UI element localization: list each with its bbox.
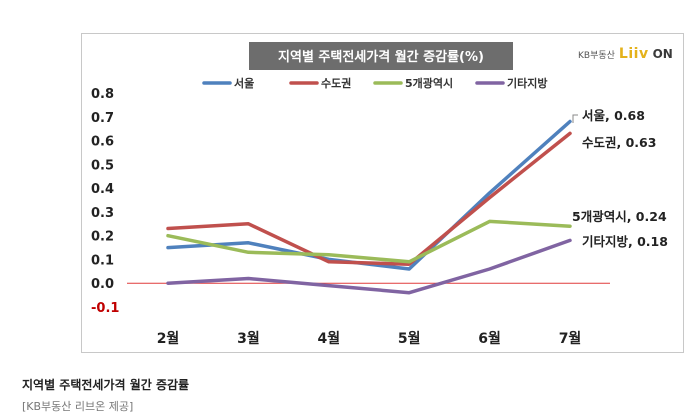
end-label-3: 5개광역시, 0.24 — [572, 209, 667, 224]
y-tick-label: 0.2 — [91, 230, 114, 245]
y-tick-label: 0.5 — [91, 158, 114, 173]
series-line-3 — [166, 219, 572, 264]
x-category-label: 7월 — [559, 330, 582, 347]
chart-frame: 지역별 주택전세가격 월간 증감률(%) 서울 수도권 5개광역시 기타지방 0.8 0.7… — [81, 33, 684, 353]
y-tick-label: 0.8 — [91, 87, 114, 102]
legend-label-3: 5개광역시 — [405, 76, 453, 90]
end-label-4: 기타지방, 0.18 — [582, 234, 668, 249]
y-tick-label: 0.4 — [91, 182, 114, 197]
series-line-4 — [166, 238, 572, 295]
kb-liivon-logo: KB부동산 Liiv ON — [578, 46, 673, 62]
x-category-label: 6월 — [478, 330, 501, 347]
line-chart: 지역별 주택전세가격 월간 증감률(%) 서울 수도권 5개광역시 기타지방 0.8 0.7… — [91, 42, 668, 347]
chart-title-bg — [249, 42, 513, 70]
y-tick-label: -0.1 — [91, 301, 119, 316]
x-category-label: 5월 — [398, 330, 421, 347]
legend-label-4: 기타지방 — [507, 76, 547, 90]
chart-title: 지역별 주택전세가격 월간 증감률(%) — [278, 49, 484, 65]
end-label-leader — [572, 114, 578, 123]
caption-source: [KB부동산 리브온 제공] — [22, 400, 134, 413]
y-tick-label: 0.1 — [91, 253, 114, 268]
brand-kb-text: KB부동산 — [578, 50, 615, 61]
brand-liiv-text: Liiv — [618, 46, 649, 62]
y-tick-label: 0.3 — [91, 206, 114, 221]
caption-title: 지역별 주택전세가격 월간 증감률 — [22, 378, 190, 392]
legend-label-2: 수도권 — [321, 77, 351, 90]
series-line-2 — [166, 131, 572, 266]
end-label-1: 서울, 0.68 — [582, 108, 645, 123]
x-category-label: 4월 — [317, 330, 340, 347]
y-tick-label: 0.7 — [91, 111, 114, 126]
legend-label-1: 서울 — [234, 76, 254, 90]
y-tick-label: 0.0 — [91, 277, 114, 292]
x-category-label: 3월 — [237, 330, 260, 347]
end-label-2: 수도권, 0.63 — [582, 135, 656, 150]
brand-on-text: ON — [652, 47, 673, 61]
y-tick-label: 0.6 — [91, 135, 114, 150]
x-category-label: 2월 — [157, 330, 180, 347]
